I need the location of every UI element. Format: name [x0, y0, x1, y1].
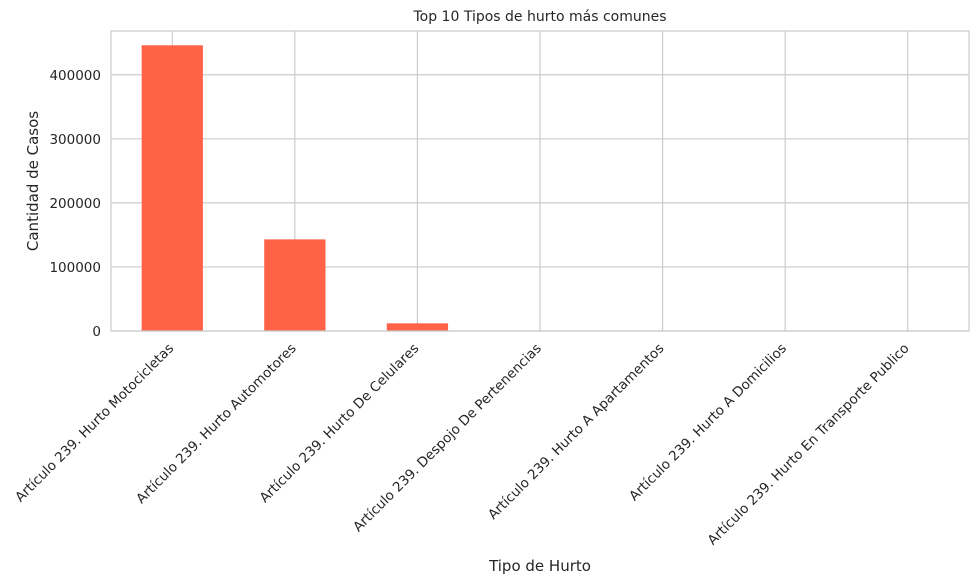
y-tick-label: 400000: [49, 68, 101, 84]
bars: [141, 45, 939, 332]
y-tick-label: 300000: [49, 132, 101, 148]
y-tick-label: 100000: [49, 260, 101, 276]
bar: [141, 45, 203, 332]
y-tick-label: 200000: [49, 196, 101, 212]
y-tick-labels: 0 100000 200000 300000 400000: [49, 68, 101, 340]
grid: [111, 31, 969, 332]
bar: [386, 323, 449, 331]
y-axis-label: Cantidad de Casos: [24, 111, 42, 251]
plot-frame: [110, 30, 970, 332]
x-axis-label: Tipo de Hurto: [488, 557, 591, 575]
chart-title: Top 10 Tipos de hurto más comunes: [412, 9, 666, 25]
y-tick-label: 0: [92, 324, 101, 340]
x-tick-label: Artículo 239. Despojo De Pertenencias: [350, 341, 545, 536]
x-tick-labels: Artículo 239. Hurto MotocicletasArtículo…: [12, 341, 912, 549]
x-tick-label: Artículo 239. Hurto En Transporte Public…: [705, 341, 913, 549]
bar: [264, 239, 326, 331]
